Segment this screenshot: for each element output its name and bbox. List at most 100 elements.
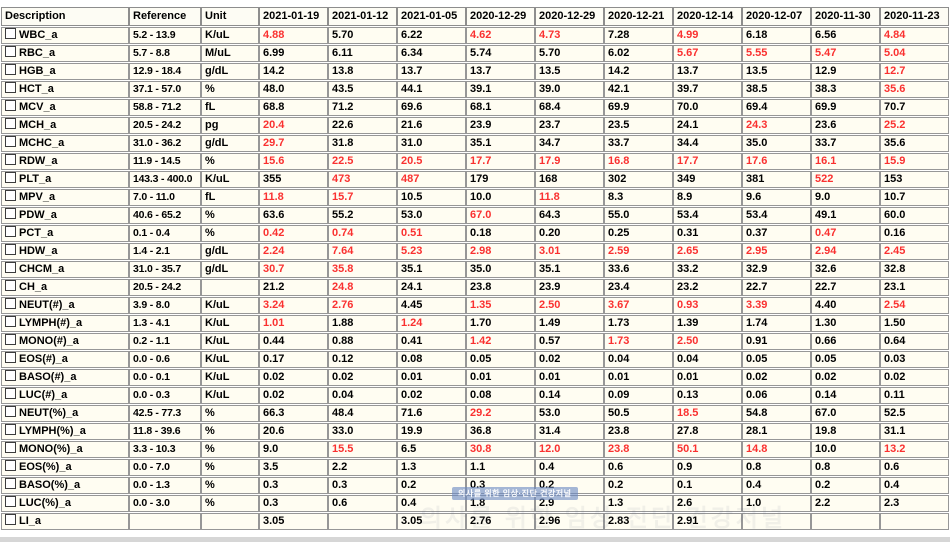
column-header: 2020-12-07 <box>742 7 811 26</box>
row-checkbox[interactable] <box>5 208 16 219</box>
row-checkbox[interactable] <box>5 190 16 201</box>
value-cell: 1.30 <box>811 315 880 332</box>
value-cell: 9.0 <box>259 441 328 458</box>
value-cell: 23.8 <box>604 423 673 440</box>
value-cell: 23.5 <box>604 117 673 134</box>
row-checkbox[interactable] <box>5 172 16 183</box>
value-cell: 0.47 <box>811 225 880 242</box>
value-cell: 0.91 <box>742 333 811 350</box>
row-checkbox[interactable] <box>5 244 16 255</box>
value-cell: 153 <box>880 171 949 188</box>
value-cell: 22.6 <box>328 117 397 134</box>
row-checkbox[interactable] <box>5 514 16 525</box>
value-cell: 12.7 <box>880 63 949 80</box>
value-cell: 349 <box>673 171 742 188</box>
unit-cell <box>201 513 259 530</box>
row-checkbox[interactable] <box>5 298 16 309</box>
row-checkbox[interactable] <box>5 280 16 291</box>
value-cell: 0.02 <box>535 351 604 368</box>
value-cell: 9.0 <box>811 189 880 206</box>
value-cell: 2.94 <box>811 243 880 260</box>
value-cell: 16.1 <box>811 153 880 170</box>
value-cell: 0.02 <box>328 369 397 386</box>
value-cell: 0.6 <box>880 459 949 476</box>
value-cell: 17.6 <box>742 153 811 170</box>
unit-cell: K/uL <box>201 369 259 386</box>
value-cell: 23.4 <box>604 279 673 296</box>
value-cell: 23.2 <box>673 279 742 296</box>
row-checkbox[interactable] <box>5 64 16 75</box>
row-label: MCH_a <box>19 119 57 131</box>
row-checkbox[interactable] <box>5 28 16 39</box>
row-checkbox[interactable] <box>5 406 16 417</box>
value-cell: 24.3 <box>742 117 811 134</box>
description-cell: LYMPH(#)_a <box>1 315 129 332</box>
value-cell: 1.70 <box>466 315 535 332</box>
row-checkbox[interactable] <box>5 154 16 165</box>
value-cell: 0.37 <box>742 225 811 242</box>
value-cell: 0.05 <box>466 351 535 368</box>
reference-cell: 0.0 - 0.1 <box>129 369 201 386</box>
description-cell: LYMPH(%)_a <box>1 423 129 440</box>
reference-cell: 0.2 - 1.1 <box>129 333 201 350</box>
value-cell: 0.02 <box>811 369 880 386</box>
value-cell <box>328 513 397 530</box>
reference-cell: 31.0 - 36.2 <box>129 135 201 152</box>
unit-cell: % <box>201 153 259 170</box>
column-header: 2021-01-12 <box>328 7 397 26</box>
row-checkbox[interactable] <box>5 316 16 327</box>
unit-cell: % <box>201 495 259 512</box>
table-row: MCV_a 58.8 - 71.2 fL 68.8 71.2 69.6 68.1 68.4 69… <box>1 99 949 116</box>
row-checkbox[interactable] <box>5 388 16 399</box>
reference-cell: 31.0 - 35.7 <box>129 261 201 278</box>
row-checkbox[interactable] <box>5 424 16 435</box>
row-checkbox[interactable] <box>5 262 16 273</box>
value-cell: 35.1 <box>397 261 466 278</box>
value-cell: 5.67 <box>673 45 742 62</box>
value-cell: 39.1 <box>466 81 535 98</box>
row-checkbox[interactable] <box>5 370 16 381</box>
value-cell: 38.3 <box>811 81 880 98</box>
value-cell: 53.4 <box>673 207 742 224</box>
value-cell: 35.6 <box>880 135 949 152</box>
value-cell: 13.7 <box>466 63 535 80</box>
value-cell: 6.34 <box>397 45 466 62</box>
row-label: LYMPH(#)_a <box>19 317 83 329</box>
row-checkbox[interactable] <box>5 118 16 129</box>
table-row: MPV_a 7.0 - 11.0 fL 11.8 15.7 10.5 10.0 11.8 8.3… <box>1 189 949 206</box>
value-cell: 30.8 <box>466 441 535 458</box>
table-row: LYMPH(%)_a 11.8 - 39.6% 20.6 33.0 19.9 36.8 31… <box>1 423 949 440</box>
row-checkbox[interactable] <box>5 226 16 237</box>
unit-cell: K/uL <box>201 27 259 44</box>
value-cell: 19.9 <box>397 423 466 440</box>
row-checkbox[interactable] <box>5 460 16 471</box>
description-cell: PLT_a <box>1 171 129 188</box>
value-cell: 10.5 <box>397 189 466 206</box>
value-cell: 0.04 <box>604 351 673 368</box>
row-checkbox[interactable] <box>5 46 16 57</box>
reference-cell: 143.3 - 400.0 <box>129 171 201 188</box>
row-checkbox[interactable] <box>5 82 16 93</box>
description-cell: NEUT(#)_a <box>1 297 129 314</box>
row-checkbox[interactable] <box>5 478 16 489</box>
table-row: BASO(%)_a 0.0 - 1.3% 0.3 0.3 0.2 0.3 0.2 0.2 0.1… <box>1 477 949 494</box>
value-cell: 1.01 <box>259 315 328 332</box>
unit-cell: g/dL <box>201 261 259 278</box>
value-cell: 0.2 <box>397 477 466 494</box>
row-checkbox[interactable] <box>5 334 16 345</box>
row-label: CHCM_a <box>19 263 65 275</box>
value-cell: 7.64 <box>328 243 397 260</box>
row-checkbox[interactable] <box>5 100 16 111</box>
value-cell: 24.1 <box>673 117 742 134</box>
value-cell: 1.3 <box>397 459 466 476</box>
row-checkbox[interactable] <box>5 442 16 453</box>
value-cell: 13.7 <box>397 63 466 80</box>
value-cell: 50.5 <box>604 405 673 422</box>
row-checkbox[interactable] <box>5 136 16 147</box>
row-checkbox[interactable] <box>5 352 16 363</box>
value-cell: 0.06 <box>742 387 811 404</box>
value-cell: 23.9 <box>466 117 535 134</box>
value-cell: 0.2 <box>604 477 673 494</box>
value-cell <box>742 513 811 530</box>
row-checkbox[interactable] <box>5 496 16 507</box>
